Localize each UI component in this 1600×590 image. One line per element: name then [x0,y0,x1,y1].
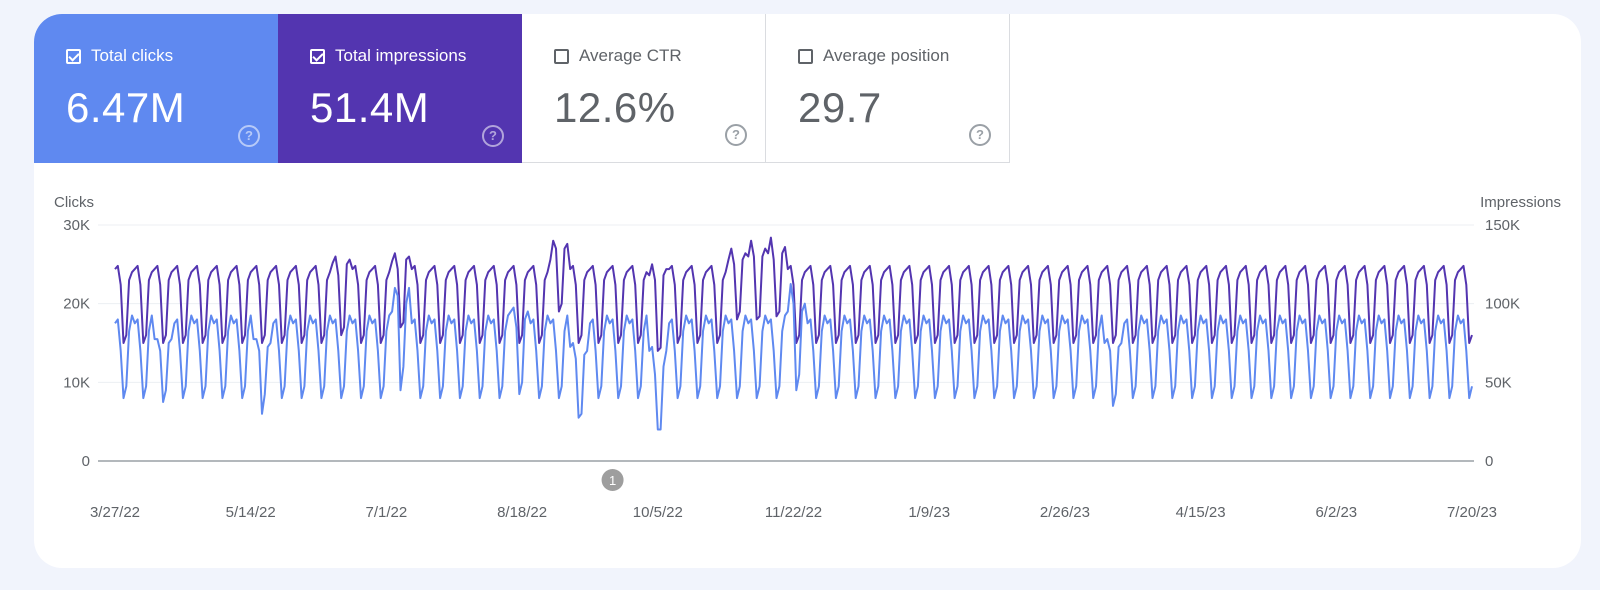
x-tick-label: 5/14/22 [226,504,276,521]
x-tick-label: 7/1/22 [366,504,408,521]
tile-average-ctr[interactable]: Average CTR 12.6% ? [522,14,766,163]
help-icon[interactable]: ? [482,125,504,147]
x-tick-label: 1/9/23 [908,504,950,521]
tile-value: 51.4M [310,84,430,131]
tile-total-impressions[interactable]: Total impressions 51.4M ? [278,14,522,163]
tile-label: Average CTR [579,46,682,65]
tile-label-row: Total impressions [310,46,466,66]
tile-value: 29.7 [798,84,882,131]
tile-average-position[interactable]: Average position 29.7 ? [766,14,1010,163]
performance-card: Total clicks 6.47M ? Total impressions 5… [34,14,1581,568]
x-tick-label: 8/18/22 [497,504,547,521]
tile-total-clicks[interactable]: Total clicks 6.47M ? [34,14,278,163]
tile-value: 12.6% [554,84,676,131]
series-line-total-impressions [114,236,1473,352]
x-tick-label: 2/26/23 [1040,504,1090,521]
checkbox-checked-icon[interactable] [310,48,325,64]
y-axis-right-title: Impressions [1480,194,1561,211]
checkbox-checked-icon[interactable] [66,48,81,64]
y-tick-right: 50K [1485,374,1512,391]
y-tick-left: 30K [63,217,90,234]
tile-value: 6.47M [66,84,186,131]
tile-label: Total impressions [335,46,467,65]
tile-label: Total clicks [91,46,174,65]
x-tick-label: 4/15/23 [1176,504,1226,521]
y-tick-right: 150K [1485,217,1520,234]
tile-label-row: Total clicks [66,46,173,66]
x-tick-label: 6/2/23 [1315,504,1357,521]
checkbox-unchecked-icon[interactable] [798,48,813,64]
x-tick-label: 3/27/22 [90,504,140,521]
performance-chart: Clicks Impressions 0 0 10K 50K 20K 100K 30K 150K 3… [54,194,1561,521]
help-icon[interactable]: ? [725,124,747,146]
help-icon[interactable]: ? [969,124,991,146]
help-icon[interactable]: ? [238,125,260,147]
annotation-label: 1 [609,473,616,488]
series-line-total-clicks [114,283,1473,431]
y-tick-left: 0 [82,453,90,470]
y-tick-left: 10K [63,374,90,391]
checkbox-unchecked-icon[interactable] [554,48,569,64]
y-axis-left-title: Clicks [54,194,94,211]
y-tick-right: 0 [1485,453,1493,470]
y-tick-left: 20K [63,296,90,313]
tile-label-row: Average position [798,46,949,66]
x-tick-label: 7/20/23 [1447,504,1497,521]
metric-tiles: Total clicks 6.47M ? Total impressions 5… [34,14,1010,163]
y-tick-right: 100K [1485,296,1520,313]
x-tick-label: 10/5/22 [633,504,683,521]
tile-label-row: Average CTR [554,46,682,66]
annotation-marker[interactable] [601,469,624,491]
x-tick-label: 11/22/22 [765,504,822,521]
tile-label: Average position [823,46,950,65]
